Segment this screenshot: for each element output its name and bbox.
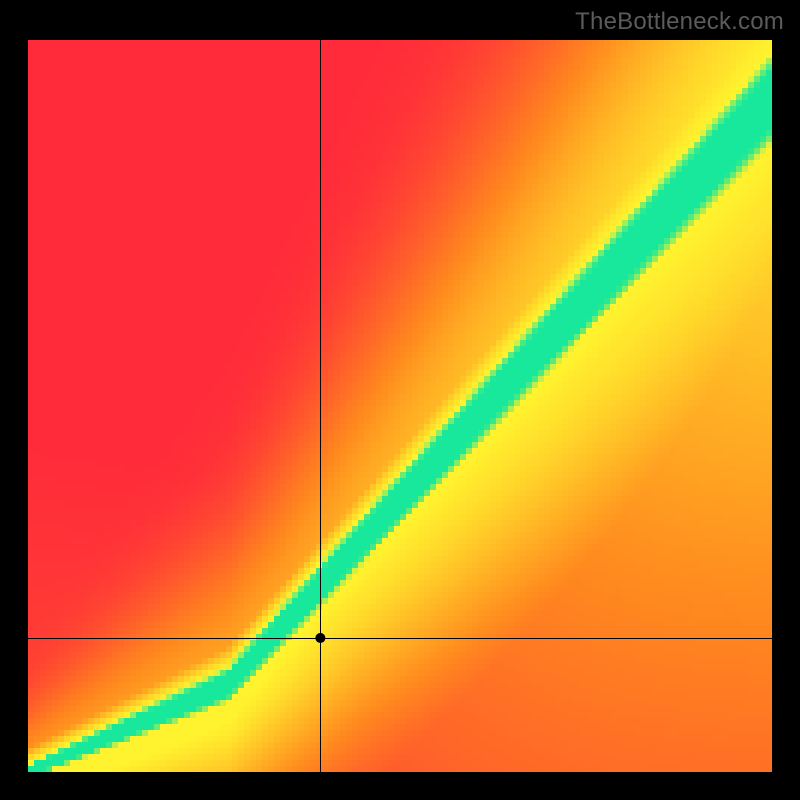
watermark-text: TheBottleneck.com: [575, 8, 784, 36]
heatmap-overlay-canvas: [28, 40, 772, 772]
heatmap-plot: [28, 40, 772, 772]
